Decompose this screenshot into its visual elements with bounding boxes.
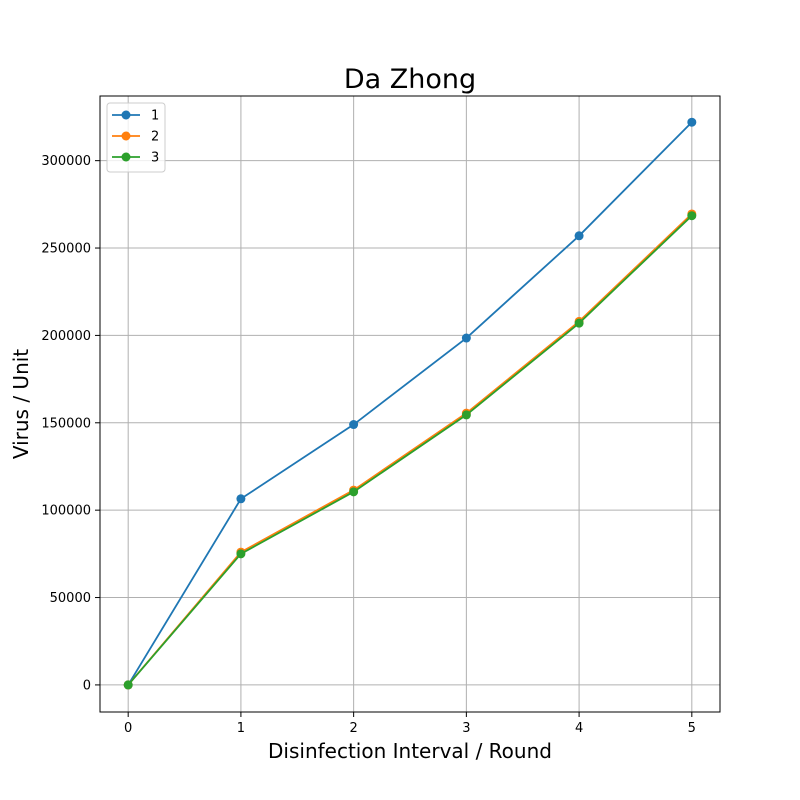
legend-label: 1 (151, 109, 159, 124)
x-axis-label: Disinfection Interval / Round (268, 739, 552, 763)
series-2 (123, 209, 697, 690)
y-tick-label: 50000 (50, 591, 91, 606)
x-tick-label: 3 (462, 721, 470, 736)
series-3 (123, 211, 697, 690)
x-tick-label: 5 (688, 721, 696, 736)
legend-label: 2 (151, 130, 159, 145)
y-tick-label: 250000 (41, 242, 91, 257)
data-point (236, 494, 246, 504)
series-line-2 (127, 213, 693, 686)
series-line-1 (127, 121, 693, 686)
series-group (123, 117, 697, 690)
legend-frame (106, 102, 166, 173)
data-point (687, 211, 697, 221)
legend-item: 2 (112, 130, 159, 145)
data-point (574, 318, 584, 328)
plot-area-frame (99, 95, 721, 713)
data-point (123, 680, 133, 690)
legend-item: 3 (112, 151, 159, 166)
data-point (687, 117, 697, 127)
data-point (574, 231, 584, 241)
chart-title: Da Zhong (344, 64, 476, 95)
x-tick-label: 2 (349, 721, 357, 736)
y-axis-label: Virus / Unit (9, 349, 33, 459)
data-point (461, 410, 471, 420)
y-tick-label: 150000 (41, 416, 91, 431)
legend-item: 1 (112, 109, 159, 124)
series-1 (123, 117, 697, 690)
grid (100, 96, 720, 712)
legend-marker (121, 152, 131, 162)
data-point (236, 549, 246, 559)
x-tick-label: 0 (124, 721, 132, 736)
axis-ticks: 0 1 2 3 4 5 0 50000 100000 150000 200000 250000 3000… (41, 154, 696, 736)
legend-marker (121, 131, 131, 141)
y-tick-label: 0 (83, 678, 91, 693)
data-point (349, 420, 359, 430)
y-tick-label: 200000 (41, 329, 91, 344)
x-tick-label: 1 (237, 721, 245, 736)
legend: 1 2 3 (106, 102, 166, 173)
legend-marker (121, 110, 131, 120)
legend-label: 3 (151, 151, 159, 166)
y-tick-label: 100000 (41, 504, 91, 519)
x-tick-label: 4 (575, 721, 583, 736)
data-point (349, 487, 359, 497)
y-tick-label: 300000 (41, 154, 91, 169)
series-line-3 (127, 215, 693, 686)
data-point (461, 333, 471, 343)
